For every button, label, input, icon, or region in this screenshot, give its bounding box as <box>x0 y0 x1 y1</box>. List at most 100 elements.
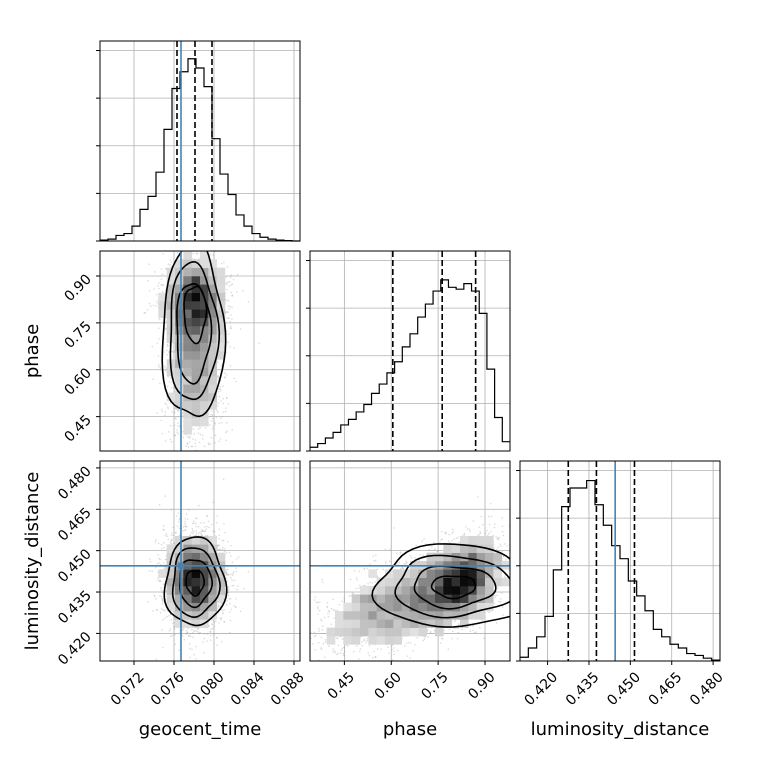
sample-point <box>175 515 178 517</box>
density-bin <box>175 326 184 335</box>
sample-point <box>194 439 197 441</box>
sample-point <box>166 385 169 388</box>
sample-point <box>167 406 169 408</box>
sample-point <box>173 626 176 628</box>
sample-point <box>169 402 171 404</box>
sample-point <box>258 342 261 344</box>
sample-point <box>199 427 201 429</box>
sample-point <box>225 570 227 573</box>
sample-point <box>213 422 216 424</box>
sample-point <box>218 528 221 531</box>
sample-point <box>197 454 199 456</box>
density-bin <box>200 301 209 310</box>
sample-point <box>228 317 230 319</box>
sample-point <box>171 538 173 540</box>
sample-point <box>231 574 234 576</box>
axes-frame <box>99 250 301 452</box>
grid-lines <box>133 41 295 241</box>
sample-point <box>206 534 209 537</box>
sample-point <box>226 568 229 571</box>
density-bin <box>216 276 226 285</box>
density-bin <box>175 351 184 360</box>
sample-point <box>206 514 208 517</box>
density-bin <box>191 259 201 268</box>
sample-point <box>247 570 250 573</box>
sample-point <box>226 430 228 432</box>
sample-point <box>229 364 232 367</box>
sample-point <box>143 312 146 314</box>
sample-point <box>176 429 178 431</box>
sample-point <box>220 365 223 367</box>
sample-point <box>193 433 195 435</box>
density-bin <box>191 401 201 410</box>
sample-point <box>225 396 228 399</box>
density-bin <box>208 292 217 302</box>
sample-point <box>220 389 222 392</box>
sample-point <box>164 328 167 330</box>
sample-point <box>182 436 185 439</box>
sample-point <box>154 597 157 600</box>
sample-point <box>220 640 223 643</box>
sample-point <box>242 290 244 292</box>
sample-point <box>190 445 193 448</box>
sample-point <box>181 412 184 414</box>
sample-point <box>154 271 156 273</box>
contours <box>161 251 227 418</box>
sample-point <box>229 327 232 329</box>
density-bin <box>208 351 217 360</box>
sample-point <box>157 284 159 287</box>
sample-point <box>181 635 184 637</box>
density-bin <box>158 301 167 310</box>
sample-point <box>228 285 231 287</box>
density-bin <box>175 301 184 310</box>
sample-point <box>167 431 170 433</box>
sample-point <box>166 353 168 356</box>
sample-point <box>211 410 213 413</box>
density-bin <box>191 367 201 377</box>
density-bin <box>216 284 226 293</box>
sample-point <box>199 452 201 454</box>
sample-point <box>171 351 174 353</box>
density-bin <box>183 251 192 260</box>
sample-point <box>149 560 152 563</box>
sample-point <box>227 540 229 543</box>
sample-point <box>214 423 217 425</box>
sample-point <box>151 345 154 348</box>
sample-point <box>184 525 186 528</box>
sample-point <box>170 508 173 511</box>
sample-point <box>188 509 190 511</box>
density-bin <box>216 334 226 343</box>
density-bin <box>183 359 192 368</box>
density-bin <box>208 401 217 410</box>
sample-point <box>171 539 173 542</box>
sample-point <box>170 261 173 263</box>
sample-point <box>239 328 242 330</box>
sample-point <box>169 635 172 638</box>
sample-point <box>225 571 228 574</box>
sample-point <box>222 397 225 400</box>
sample-point <box>144 311 147 314</box>
sample-point <box>233 347 236 349</box>
sample-point <box>164 440 167 442</box>
sample-point <box>155 293 158 296</box>
sample-point <box>166 349 168 352</box>
sample-point <box>201 530 204 533</box>
sample-point <box>192 631 194 634</box>
sample-point <box>226 299 229 301</box>
density-bin <box>200 401 209 410</box>
sample-point <box>177 409 179 412</box>
density-bin <box>216 309 226 318</box>
sample-point <box>163 562 165 564</box>
sample-point <box>165 453 167 455</box>
sample-point <box>223 621 226 623</box>
sample-point <box>215 636 218 639</box>
sample-point <box>165 267 167 270</box>
sample-point <box>209 631 211 633</box>
sample-point <box>191 628 193 631</box>
density-bin <box>175 342 184 352</box>
sample-point <box>235 380 237 383</box>
sample-point <box>195 252 198 255</box>
sample-point <box>155 300 158 303</box>
sample-point <box>177 512 179 515</box>
sample-point <box>218 375 220 378</box>
